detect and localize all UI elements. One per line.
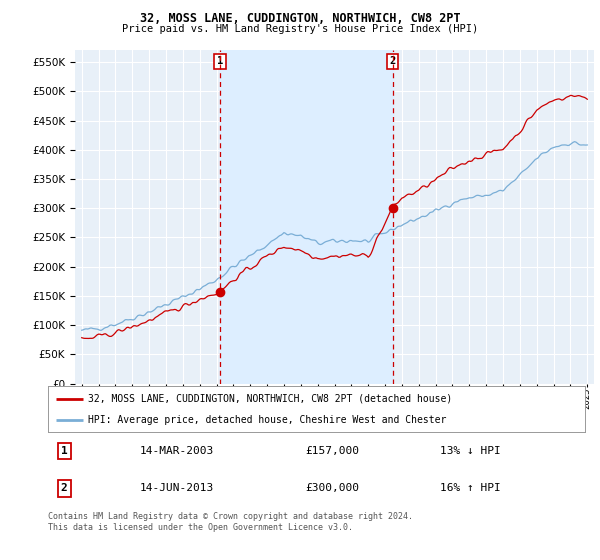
Text: 32, MOSS LANE, CUDDINGTON, NORTHWICH, CW8 2PT (detached house): 32, MOSS LANE, CUDDINGTON, NORTHWICH, CW… — [88, 394, 452, 404]
Text: 2: 2 — [389, 57, 396, 67]
Bar — [220, 50, 392, 384]
Text: 14-JUN-2013: 14-JUN-2013 — [139, 483, 214, 493]
Text: £300,000: £300,000 — [306, 483, 360, 493]
Text: 14-MAR-2003: 14-MAR-2003 — [139, 446, 214, 456]
Text: Contains HM Land Registry data © Crown copyright and database right 2024.
This d: Contains HM Land Registry data © Crown c… — [48, 512, 413, 532]
Text: £157,000: £157,000 — [306, 446, 360, 456]
Text: 32, MOSS LANE, CUDDINGTON, NORTHWICH, CW8 2PT: 32, MOSS LANE, CUDDINGTON, NORTHWICH, CW… — [140, 12, 460, 25]
Text: 1: 1 — [217, 57, 223, 67]
Text: 2: 2 — [61, 483, 67, 493]
Text: HPI: Average price, detached house, Cheshire West and Chester: HPI: Average price, detached house, Ches… — [88, 415, 446, 425]
Text: 1: 1 — [61, 446, 67, 456]
Text: Price paid vs. HM Land Registry's House Price Index (HPI): Price paid vs. HM Land Registry's House … — [122, 24, 478, 34]
Text: 13% ↓ HPI: 13% ↓ HPI — [440, 446, 501, 456]
Text: 16% ↑ HPI: 16% ↑ HPI — [440, 483, 501, 493]
